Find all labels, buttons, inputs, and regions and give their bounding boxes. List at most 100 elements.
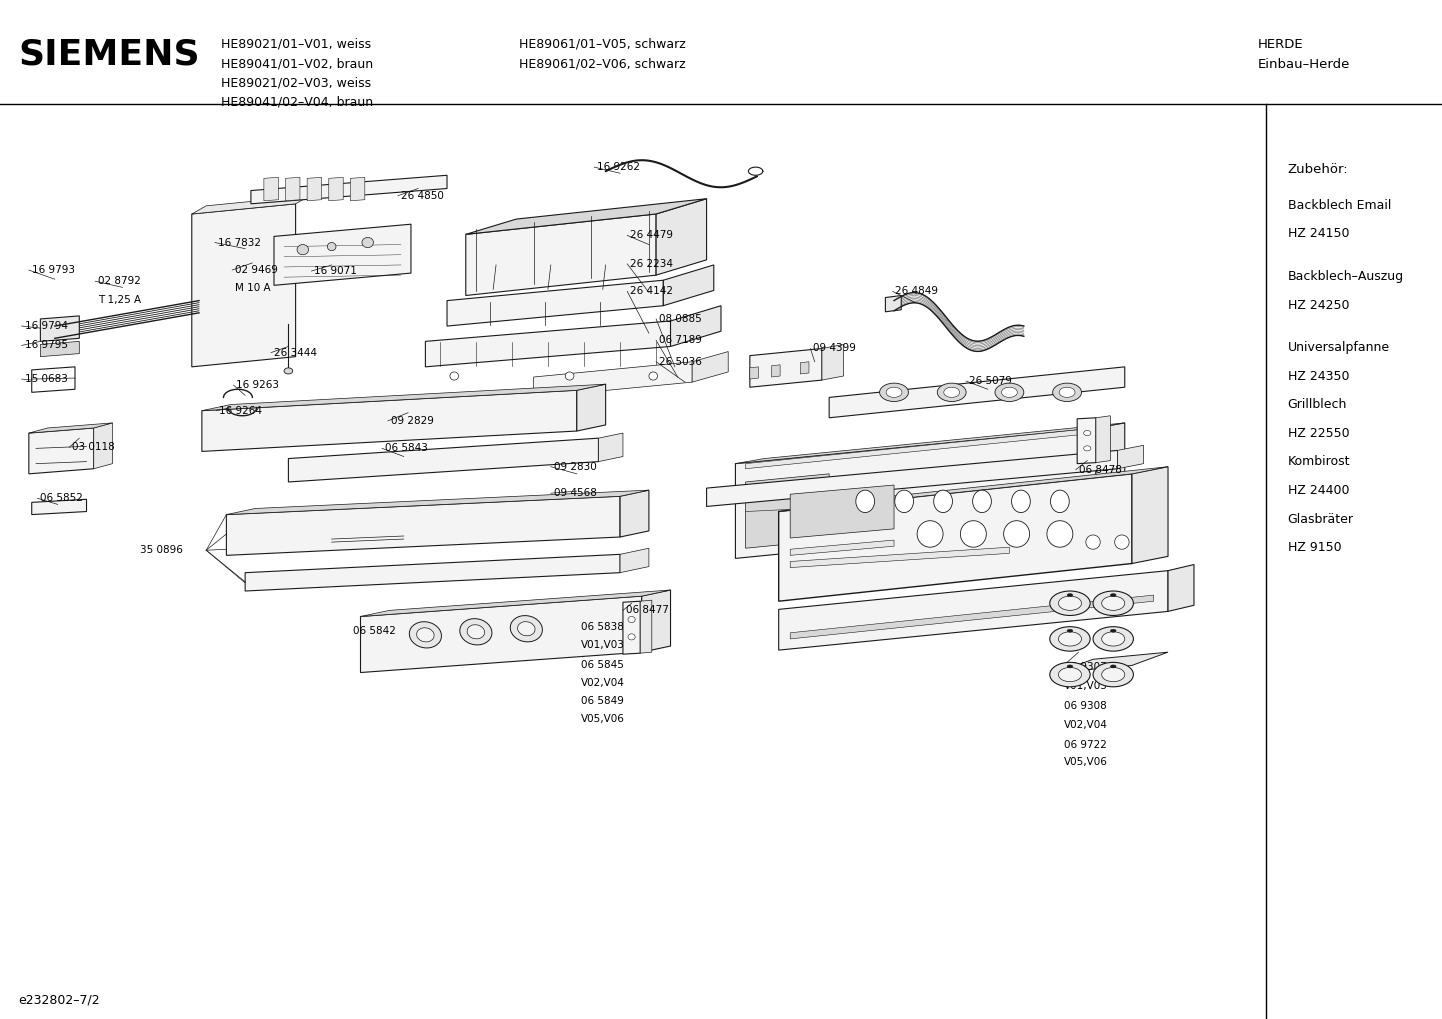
Polygon shape (707, 450, 1118, 506)
Text: 16 9795: 16 9795 (25, 340, 68, 351)
Ellipse shape (450, 372, 459, 380)
Polygon shape (1096, 423, 1125, 523)
Text: HERDE: HERDE (1257, 38, 1304, 51)
Text: 16 9794: 16 9794 (25, 321, 68, 331)
Text: 16 9071: 16 9071 (314, 266, 358, 276)
Polygon shape (1118, 445, 1144, 469)
Text: 06 9722: 06 9722 (1064, 740, 1107, 750)
Polygon shape (1168, 565, 1194, 611)
Text: 26 4850: 26 4850 (401, 191, 444, 201)
Polygon shape (307, 177, 322, 201)
Polygon shape (746, 428, 1096, 469)
Polygon shape (656, 199, 707, 275)
Text: HZ 24350: HZ 24350 (1288, 370, 1350, 383)
Ellipse shape (362, 237, 373, 248)
Ellipse shape (995, 383, 1024, 401)
Text: 09 2830: 09 2830 (554, 462, 597, 472)
Polygon shape (360, 590, 671, 616)
Ellipse shape (1004, 521, 1030, 547)
Ellipse shape (1047, 521, 1073, 547)
Text: HE89021/01–V01, weiss: HE89021/01–V01, weiss (221, 38, 371, 51)
Ellipse shape (629, 634, 634, 640)
Ellipse shape (649, 372, 658, 380)
Polygon shape (40, 341, 79, 357)
Text: M 10 A: M 10 A (235, 283, 271, 293)
Text: 16 9263: 16 9263 (236, 380, 280, 390)
Ellipse shape (1093, 662, 1133, 687)
Polygon shape (790, 540, 894, 555)
Polygon shape (350, 177, 365, 201)
Polygon shape (1077, 418, 1096, 464)
Polygon shape (192, 196, 310, 214)
Ellipse shape (855, 490, 874, 513)
Polygon shape (202, 390, 577, 451)
Ellipse shape (1050, 490, 1069, 513)
Ellipse shape (933, 490, 953, 513)
Polygon shape (1132, 467, 1168, 564)
Ellipse shape (880, 383, 908, 401)
Ellipse shape (1102, 667, 1125, 682)
Polygon shape (800, 362, 809, 374)
Ellipse shape (510, 615, 542, 642)
Ellipse shape (1050, 591, 1090, 615)
Text: Glasbräter: Glasbräter (1288, 513, 1354, 526)
Polygon shape (829, 367, 1125, 418)
Text: 06 5849: 06 5849 (581, 696, 624, 706)
Ellipse shape (1058, 667, 1082, 682)
Polygon shape (779, 474, 1132, 601)
Text: 06 9308: 06 9308 (1064, 701, 1107, 711)
Polygon shape (29, 423, 112, 433)
Text: 26 4479: 26 4479 (630, 230, 673, 240)
Text: HE89041/01–V02, braun: HE89041/01–V02, braun (221, 57, 372, 70)
Text: 16 9264: 16 9264 (219, 406, 262, 416)
Text: 16 7832: 16 7832 (218, 237, 261, 248)
Ellipse shape (1110, 629, 1116, 632)
Text: 02 9469: 02 9469 (235, 265, 278, 275)
Ellipse shape (1053, 383, 1082, 401)
Polygon shape (425, 321, 671, 367)
Ellipse shape (1011, 490, 1030, 513)
Ellipse shape (518, 622, 535, 636)
Polygon shape (192, 204, 296, 367)
Text: Kombirost: Kombirost (1288, 455, 1350, 469)
Ellipse shape (885, 387, 903, 397)
Polygon shape (226, 490, 649, 515)
Text: HZ 24400: HZ 24400 (1288, 484, 1350, 497)
Polygon shape (226, 496, 620, 555)
Ellipse shape (629, 616, 634, 623)
Text: HE89061/01–V05, schwarz: HE89061/01–V05, schwarz (519, 38, 686, 51)
Text: HE89061/02–V06, schwarz: HE89061/02–V06, schwarz (519, 57, 686, 70)
Text: 02 8792: 02 8792 (98, 276, 141, 286)
Polygon shape (779, 571, 1168, 650)
Ellipse shape (1102, 596, 1125, 610)
Text: HZ 24150: HZ 24150 (1288, 227, 1350, 240)
Polygon shape (620, 548, 649, 573)
Ellipse shape (972, 490, 992, 513)
Text: V05,V06: V05,V06 (581, 714, 624, 725)
Ellipse shape (1084, 445, 1092, 450)
Polygon shape (642, 590, 671, 652)
Text: Grillblech: Grillblech (1288, 398, 1347, 412)
Text: T 1,25 A: T 1,25 A (98, 294, 141, 305)
Text: 09 4399: 09 4399 (813, 343, 857, 354)
Text: 16 9262: 16 9262 (597, 162, 640, 172)
Polygon shape (1057, 652, 1168, 673)
Text: 26 2234: 26 2234 (630, 259, 673, 269)
Polygon shape (288, 438, 598, 482)
Text: 35 0896: 35 0896 (140, 545, 183, 555)
Ellipse shape (1001, 387, 1018, 397)
Ellipse shape (1102, 632, 1125, 646)
Text: V02,V04: V02,V04 (1064, 719, 1107, 730)
Ellipse shape (894, 490, 914, 513)
Polygon shape (329, 177, 343, 201)
Polygon shape (790, 595, 1154, 639)
Polygon shape (750, 367, 758, 379)
Text: V05,V06: V05,V06 (1064, 757, 1107, 767)
Text: V01,V03: V01,V03 (1064, 681, 1107, 691)
Ellipse shape (1093, 591, 1133, 615)
Text: Zubehör:: Zubehör: (1288, 163, 1348, 176)
Ellipse shape (1058, 387, 1074, 397)
Ellipse shape (917, 521, 943, 547)
Text: V02,V04: V02,V04 (581, 678, 624, 688)
Ellipse shape (327, 243, 336, 251)
